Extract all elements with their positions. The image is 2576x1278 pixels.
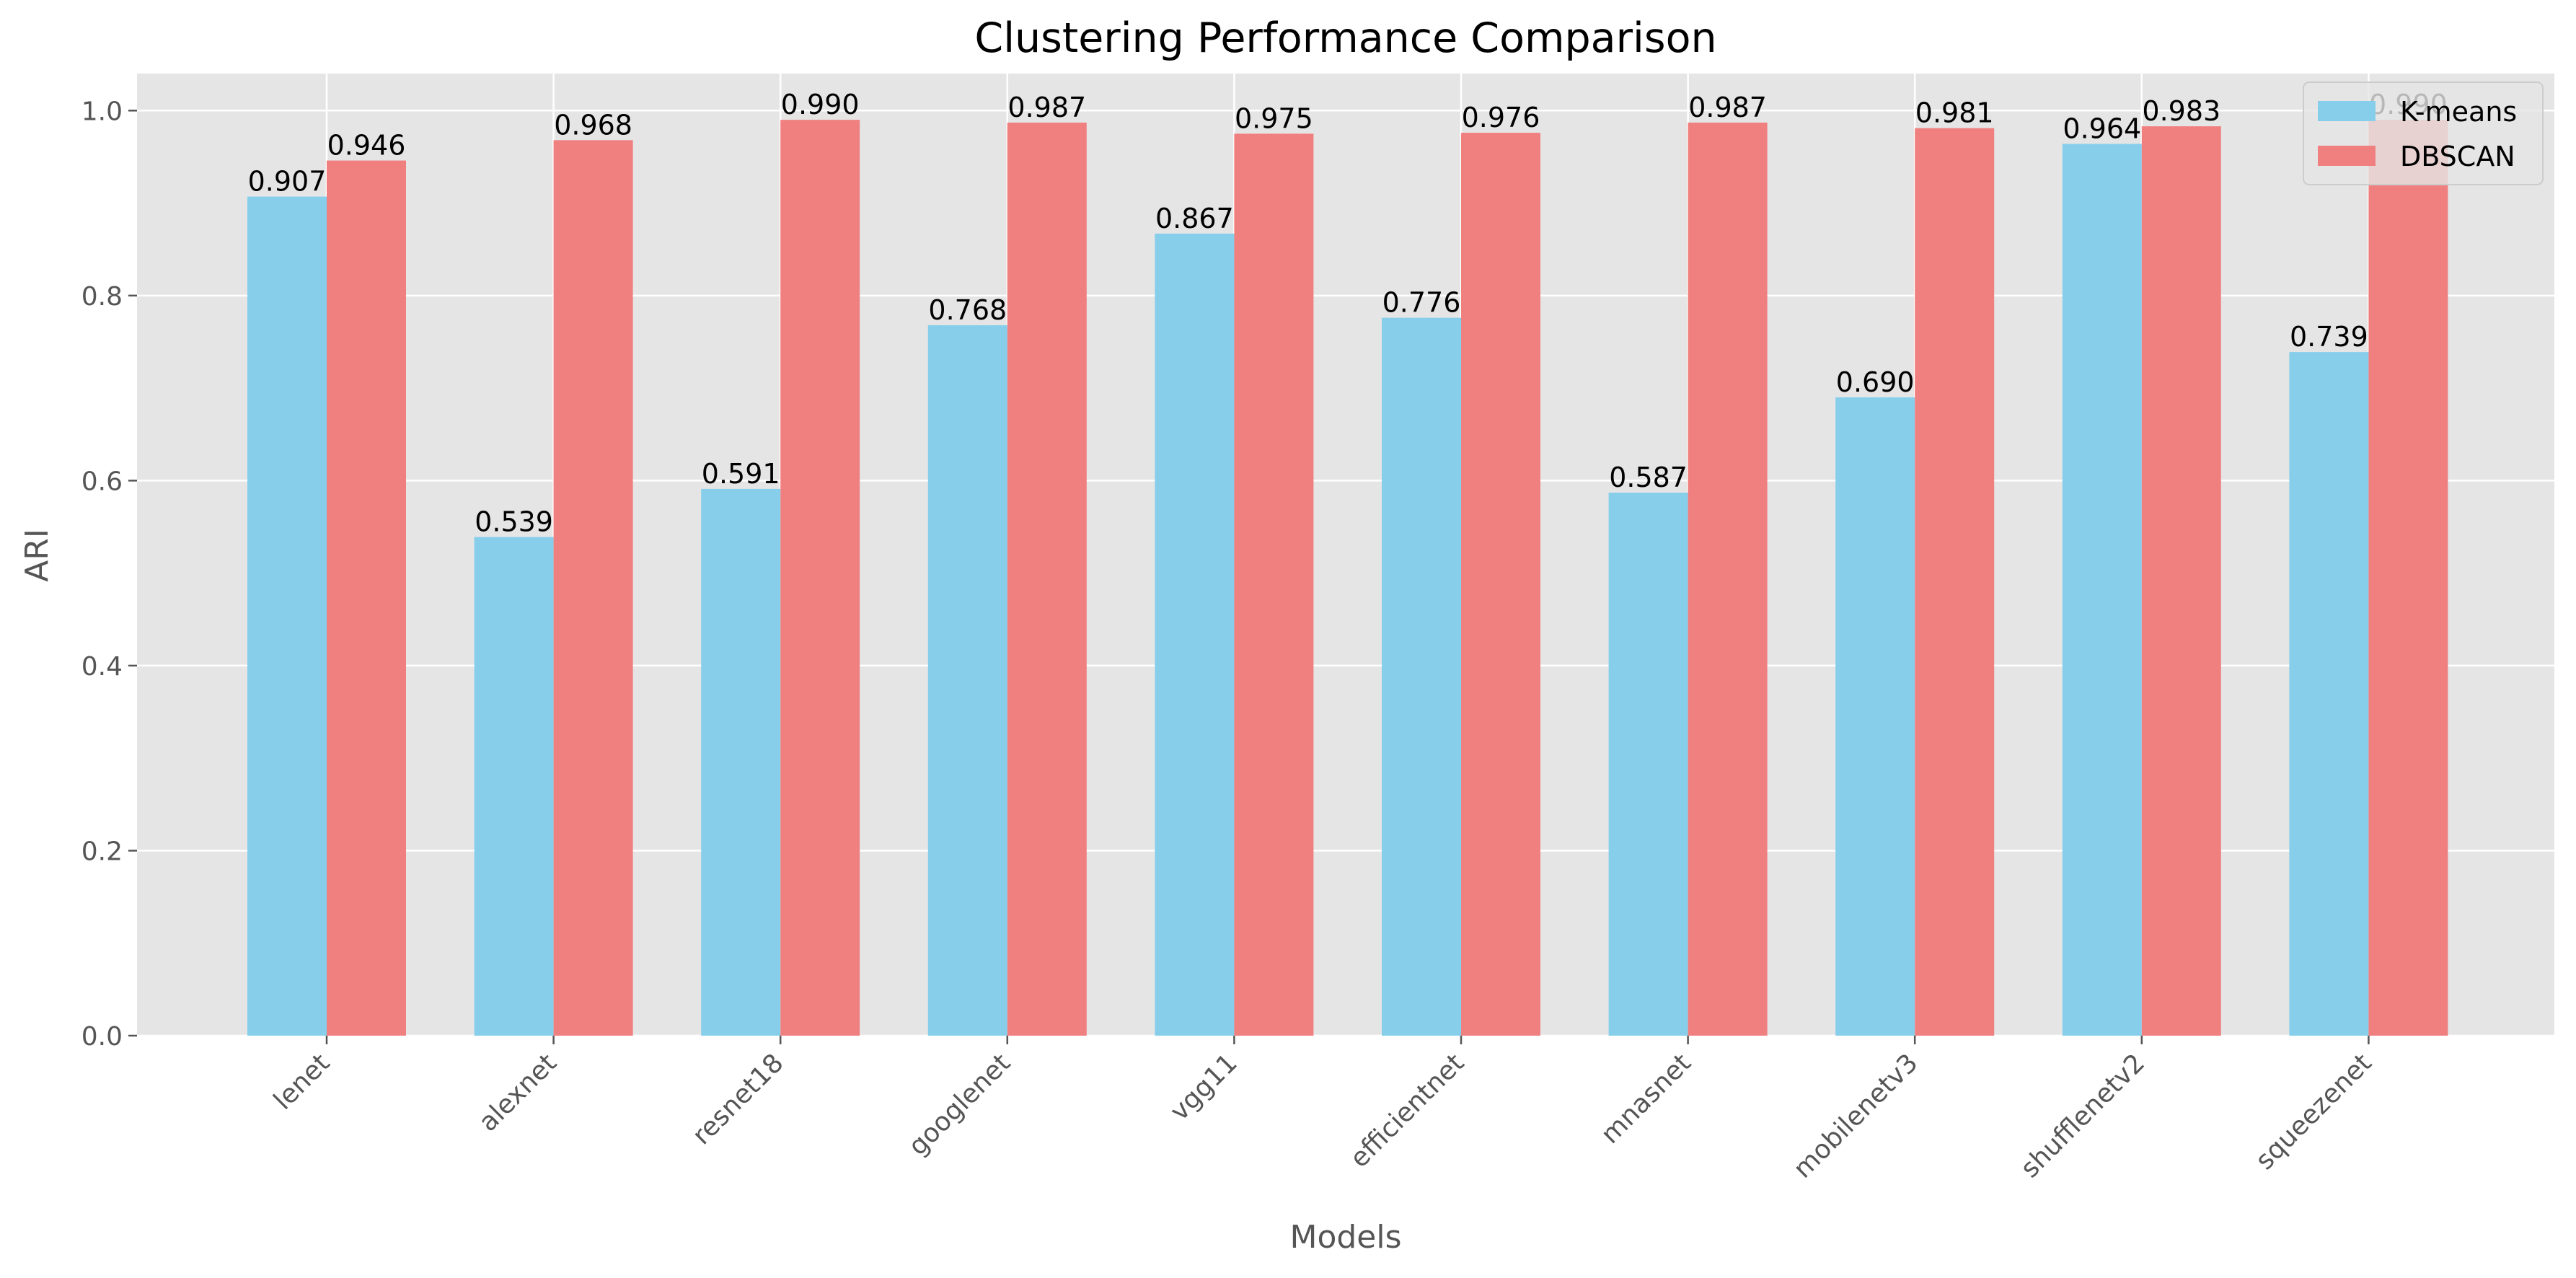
bar-k-means-squeezenet — [2289, 352, 2369, 1036]
bar-k-means-mnasnet — [1608, 493, 1688, 1036]
bar-dbscan-vgg11 — [1234, 133, 1314, 1036]
x-tick-label-alexnet: alexnet — [473, 1048, 563, 1137]
x-axis-ticks: lenet alexnet resnet18 googlenet vgg11 effici… — [268, 1036, 2378, 1184]
y-tick-label: 0.0 — [81, 1022, 123, 1052]
value-label-dbscan-alexnet: 0.968 — [554, 109, 632, 141]
bar-dbscan-alexnet — [553, 140, 633, 1036]
x-tick-label-mobilenetv3: mobilenetv3 — [1788, 1048, 1923, 1184]
x-axis-label: Models — [1289, 1219, 1401, 1256]
bar-dbscan-efficientnet — [1461, 133, 1540, 1036]
value-label-dbscan-googlenet: 0.987 — [1007, 92, 1086, 123]
bar-dbscan-resnet18 — [780, 120, 860, 1036]
bar-dbscan-mnasnet — [1688, 122, 1768, 1036]
value-label-k-means-lenet: 0.907 — [248, 166, 327, 198]
bar-k-means-vgg11 — [1155, 233, 1235, 1036]
value-label-dbscan-mnasnet: 0.987 — [1688, 92, 1767, 123]
bar-k-means-alexnet — [474, 537, 554, 1036]
x-tick-label-shufflenetv2: shufflenetv2 — [2015, 1048, 2151, 1184]
bar-k-means-mobilenetv3 — [1835, 397, 1915, 1036]
chart-title: Clustering Performance Comparison — [974, 14, 1716, 62]
legend-swatch-dbscan — [2318, 146, 2376, 166]
y-tick-label: 0.2 — [81, 837, 123, 866]
x-tick-label-googlenet: googlenet — [903, 1048, 1016, 1161]
y-tick-label: 0.8 — [81, 282, 123, 312]
value-label-dbscan-resnet18: 0.990 — [781, 89, 860, 120]
legend: K-means DBSCAN — [2303, 81, 2544, 185]
legend-label-dbscan: DBSCAN — [2400, 141, 2515, 172]
bar-dbscan-lenet — [327, 160, 406, 1036]
x-tick-label-mnasnet: mnasnet — [1595, 1048, 1697, 1150]
x-tick-label-resnet18: resnet18 — [687, 1048, 790, 1150]
y-axis-label: ARI — [19, 529, 56, 582]
value-label-k-means-alexnet: 0.539 — [475, 506, 553, 538]
value-label-dbscan-mobilenetv3: 0.981 — [1915, 97, 1994, 129]
value-label-dbscan-shufflenetv2: 0.983 — [2142, 95, 2220, 127]
y-tick-label: 0.6 — [81, 467, 123, 496]
value-label-k-means-shufflenetv2: 0.964 — [2063, 113, 2141, 144]
bar-k-means-efficientnet — [1382, 317, 1461, 1036]
value-label-k-means-resnet18: 0.591 — [702, 458, 780, 490]
value-label-dbscan-efficientnet: 0.976 — [1462, 102, 1540, 133]
bar-dbscan-squeezenet — [2368, 120, 2448, 1036]
bar-dbscan-mobilenetv3 — [1915, 128, 1995, 1036]
x-tick-label-vgg11: vgg11 — [1165, 1048, 1243, 1127]
bar-dbscan-googlenet — [1007, 122, 1087, 1036]
y-tick-label: 0.4 — [81, 652, 123, 682]
value-label-k-means-googlenet: 0.768 — [928, 294, 1007, 326]
bar-k-means-lenet — [247, 196, 327, 1036]
x-tick-label-squeezenet: squeezenet — [2250, 1048, 2378, 1176]
bar-k-means-googlenet — [927, 325, 1007, 1036]
value-label-k-means-vgg11: 0.867 — [1155, 203, 1234, 234]
y-tick-label: 1.0 — [81, 97, 123, 126]
x-tick-label-efficientnet: efficientnet — [1344, 1048, 1470, 1173]
value-label-k-means-mobilenetv3: 0.690 — [1836, 366, 1915, 398]
x-tick-label-lenet: lenet — [268, 1048, 336, 1116]
value-label-k-means-mnasnet: 0.587 — [1609, 462, 1688, 493]
legend-swatch-k-means — [2318, 101, 2376, 121]
value-label-k-means-squeezenet: 0.739 — [2290, 321, 2368, 353]
legend-label-k-means: K-means — [2400, 96, 2517, 128]
bar-k-means-resnet18 — [701, 488, 781, 1036]
bars — [247, 120, 2448, 1036]
bar-dbscan-shufflenetv2 — [2141, 126, 2221, 1036]
value-label-k-means-efficientnet: 0.776 — [1382, 287, 1461, 319]
y-axis-ticks: 0.0 0.2 0.4 0.6 0.8 1.0 — [81, 97, 137, 1052]
value-label-dbscan-lenet: 0.946 — [327, 130, 406, 162]
bar-k-means-shufflenetv2 — [2062, 144, 2142, 1036]
value-label-dbscan-vgg11: 0.975 — [1235, 102, 1313, 134]
